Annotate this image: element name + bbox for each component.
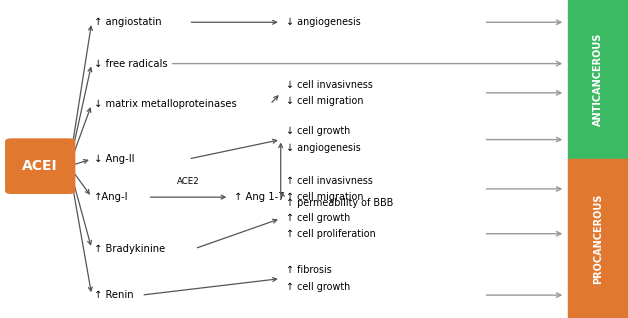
Text: ↑ Bradykinine: ↑ Bradykinine [94, 244, 165, 254]
Text: ↑ fibrosis: ↑ fibrosis [286, 265, 332, 275]
Text: ↑Ang-I: ↑Ang-I [94, 192, 129, 202]
Bar [568, 0, 628, 159]
Text: ↓ matrix metalloproteinases: ↓ matrix metalloproteinases [94, 99, 237, 109]
Text: ↓ angiogenesis: ↓ angiogenesis [286, 143, 360, 153]
Text: ↑ cell growth: ↑ cell growth [286, 213, 350, 224]
Text: ↓ cell growth: ↓ cell growth [286, 126, 350, 136]
Text: ACEI: ACEI [23, 159, 58, 173]
Text: ANTICANCEROUS: ANTICANCEROUS [593, 33, 603, 126]
Text: ↑ cell invasivness: ↑ cell invasivness [286, 176, 372, 186]
FancyBboxPatch shape [5, 138, 75, 194]
Text: ↓ free radicals: ↓ free radicals [94, 59, 168, 69]
Text: ↑ cell migration: ↑ cell migration [286, 192, 363, 202]
Bar [568, 159, 628, 318]
Text: ↑ angiostatin: ↑ angiostatin [94, 17, 162, 27]
Text: ↑ Renin: ↑ Renin [94, 290, 134, 300]
Text: ↓ cell invasivness: ↓ cell invasivness [286, 80, 372, 90]
Text: ↑ cell growth: ↑ cell growth [286, 282, 350, 292]
Text: ↓ Ang-II: ↓ Ang-II [94, 154, 134, 164]
Text: ↑ Ang 1-7: ↑ Ang 1-7 [234, 192, 284, 202]
Text: PROCANCEROUS: PROCANCEROUS [593, 193, 603, 284]
Text: ACE2: ACE2 [177, 177, 200, 186]
Text: ↑ permeability of BBB: ↑ permeability of BBB [286, 198, 393, 208]
Text: ↓ angiogenesis: ↓ angiogenesis [286, 17, 360, 27]
Text: ↓ cell migration: ↓ cell migration [286, 96, 363, 106]
Text: ↑ cell proliferation: ↑ cell proliferation [286, 229, 376, 239]
